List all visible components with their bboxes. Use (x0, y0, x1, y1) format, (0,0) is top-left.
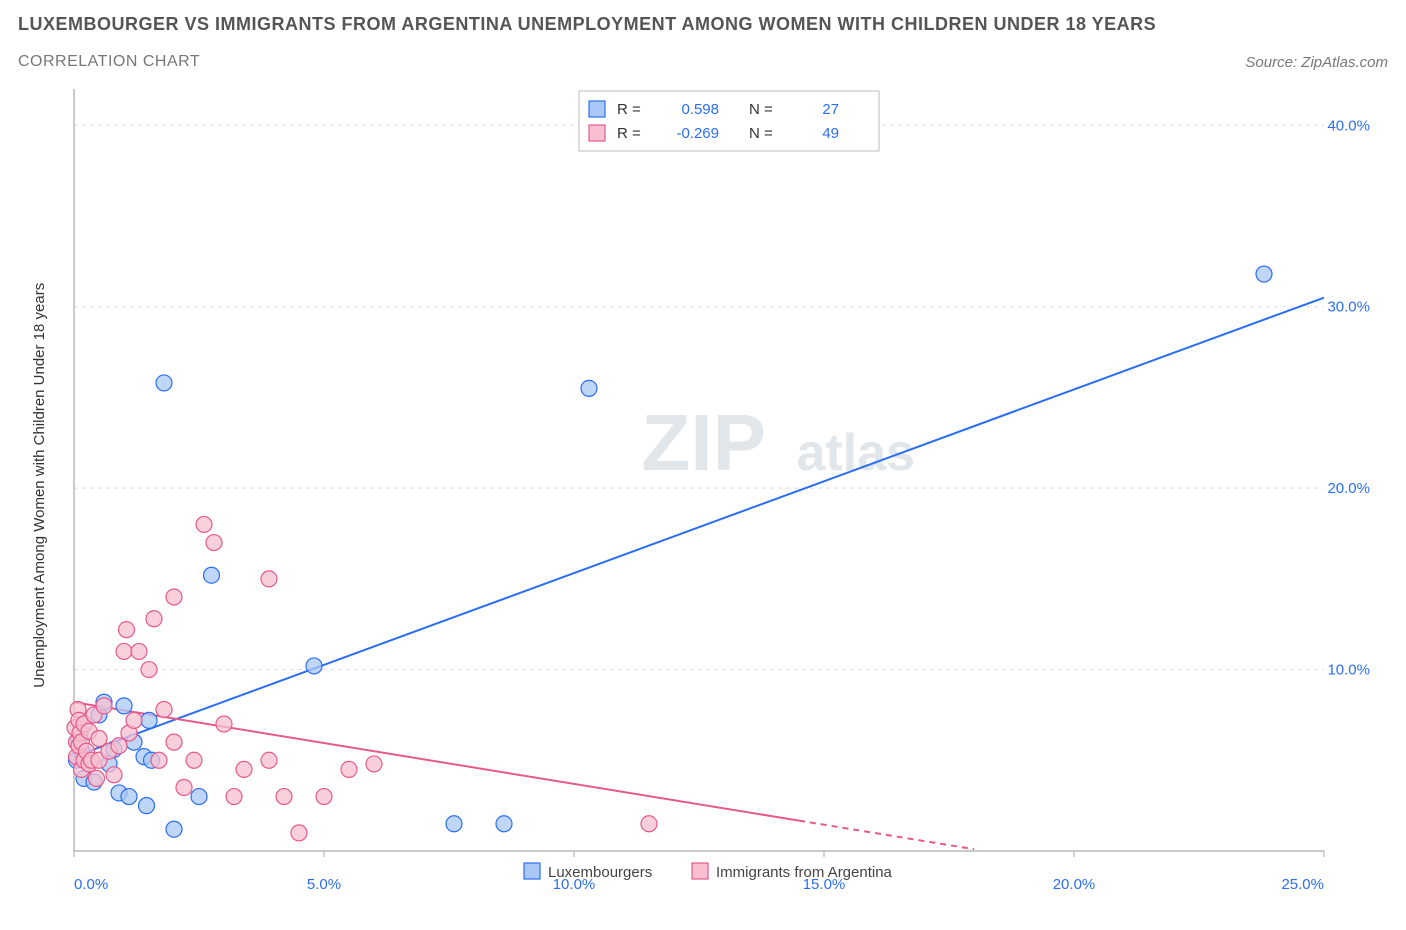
x-tick-label: 25.0% (1281, 876, 1324, 893)
data-point (204, 567, 220, 583)
data-point (446, 816, 462, 832)
chart-page: LUXEMBOURGER VS IMMIGRANTS FROM ARGENTIN… (0, 0, 1406, 930)
data-point (116, 643, 132, 659)
correlation-scatter-chart: ZIPatlas10.0%20.0%30.0%40.0%0.0%5.0%10.0… (18, 81, 1388, 901)
data-point (276, 789, 292, 805)
source-prefix: Source: (1245, 54, 1301, 71)
legend-label: Luxembourgers (548, 864, 652, 881)
subtitle-row: CORRELATION CHART Source: ZipAtlas.com (18, 53, 1388, 71)
y-tick-label: 40.0% (1327, 117, 1370, 134)
data-point (126, 712, 142, 728)
data-point (316, 789, 332, 805)
data-point (166, 589, 182, 605)
legend-n-label: N = (749, 101, 773, 118)
svg-text:ZIP: ZIP (642, 398, 766, 487)
source-credit: Source: ZipAtlas.com (1245, 54, 1388, 71)
data-point (366, 756, 382, 772)
x-tick-label: 20.0% (1053, 876, 1096, 893)
legend-r-value: -0.269 (676, 125, 719, 142)
legend-swatch (589, 125, 605, 141)
legend-swatch (692, 863, 708, 879)
data-point (139, 798, 155, 814)
data-point (146, 611, 162, 627)
data-point (151, 752, 167, 768)
x-tick-label: 5.0% (307, 876, 341, 893)
data-point (236, 761, 252, 777)
data-point (226, 789, 242, 805)
stats-legend: R = 0.598 N = 27 R = -0.269 N = 49 (579, 91, 879, 151)
legend-n-value: 49 (822, 125, 839, 142)
legend-n-value: 27 (822, 101, 839, 118)
data-point (306, 658, 322, 674)
legend-r-label: R = (617, 101, 641, 118)
data-point (261, 571, 277, 587)
data-point (341, 761, 357, 777)
data-point (196, 516, 212, 532)
data-point (291, 825, 307, 841)
x-tick-label: 0.0% (74, 876, 108, 893)
data-point (216, 716, 232, 732)
legend-r-label: R = (617, 125, 641, 142)
data-point (496, 816, 512, 832)
chart-subtitle: CORRELATION CHART (18, 53, 200, 71)
y-tick-label: 10.0% (1327, 662, 1370, 679)
data-point (156, 701, 172, 717)
data-point (261, 752, 277, 768)
data-point (119, 622, 135, 638)
data-point (141, 662, 157, 678)
legend-label: Immigrants from Argentina (716, 864, 893, 881)
data-point (641, 816, 657, 832)
data-point (186, 752, 202, 768)
data-point (581, 380, 597, 396)
data-point (166, 821, 182, 837)
legend-swatch (524, 863, 540, 879)
data-point (191, 789, 207, 805)
y-tick-label: 30.0% (1327, 299, 1370, 316)
data-point (1256, 266, 1272, 282)
data-point (116, 698, 132, 714)
legend-r-value: 0.598 (681, 101, 719, 118)
series-legend: Luxembourgers Immigrants from Argentina (524, 863, 893, 881)
legend-swatch (589, 101, 605, 117)
svg-text:atlas: atlas (797, 424, 916, 482)
data-point (156, 375, 172, 391)
page-title: LUXEMBOURGER VS IMMIGRANTS FROM ARGENTIN… (18, 14, 1388, 35)
legend-n-label: N = (749, 125, 773, 142)
data-point (206, 535, 222, 551)
data-point (176, 780, 192, 796)
data-point (96, 698, 112, 714)
data-point (166, 734, 182, 750)
data-point (121, 789, 137, 805)
data-point (141, 712, 157, 728)
y-tick-label: 20.0% (1327, 480, 1370, 497)
data-point (89, 770, 105, 786)
chart-container: ZIPatlas10.0%20.0%30.0%40.0%0.0%5.0%10.0… (18, 81, 1388, 901)
source-name: ZipAtlas.com (1301, 54, 1388, 71)
data-point (131, 643, 147, 659)
data-point (106, 767, 122, 783)
y-axis-label: Unemployment Among Women with Children U… (31, 283, 48, 688)
